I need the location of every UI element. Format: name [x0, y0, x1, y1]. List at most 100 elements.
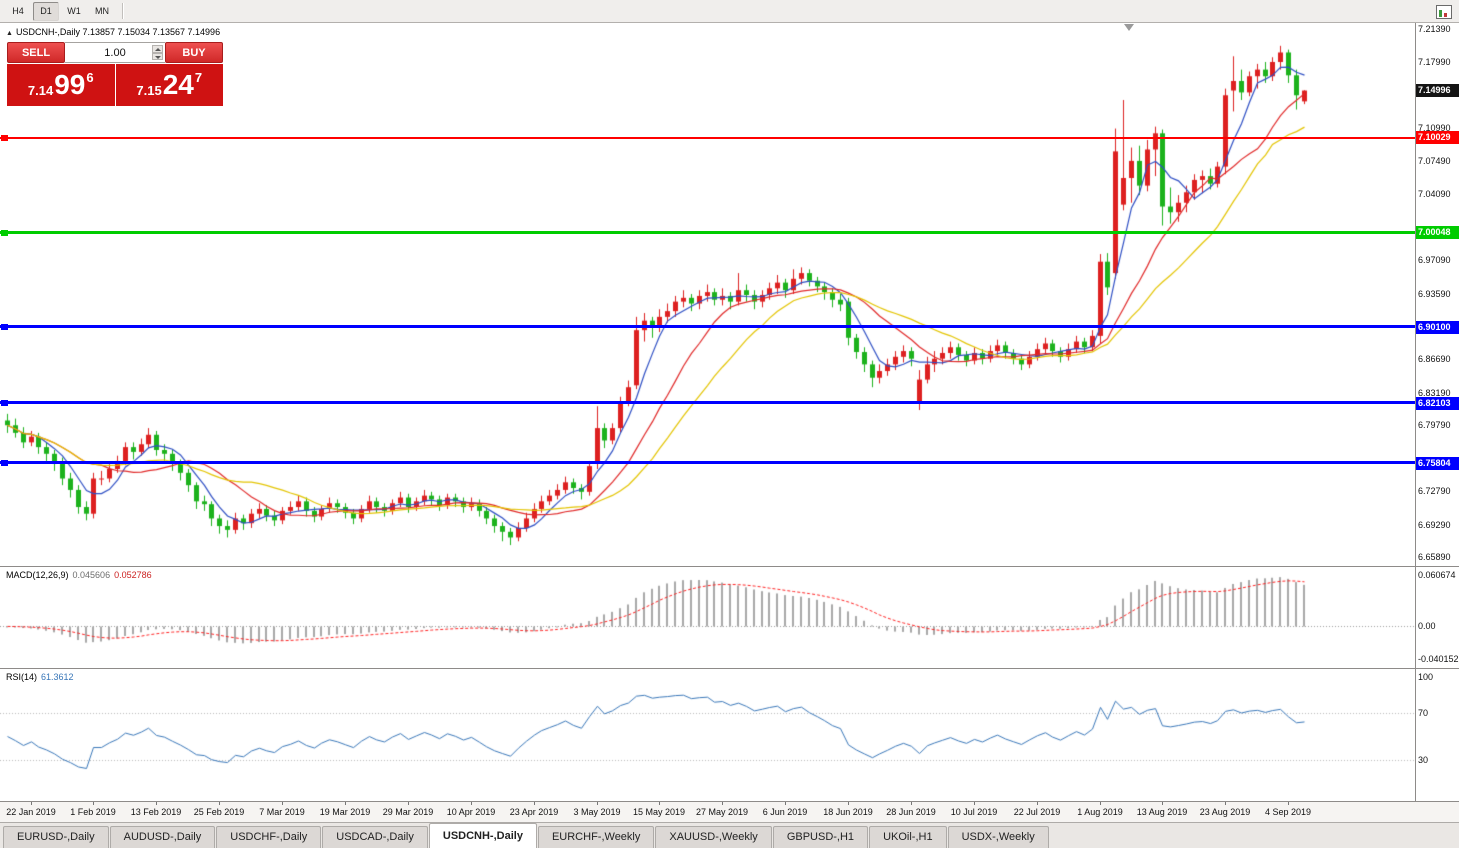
sell-price-display[interactable]: 7.14 99 6: [7, 64, 115, 106]
date-label: 4 Sep 2019: [1264, 807, 1312, 817]
price-tag-6.75804: 6.75804: [1415, 456, 1459, 470]
timeframe-button-mn[interactable]: MN: [95, 5, 109, 16]
buy-price-pips: 24: [162, 69, 194, 100]
macd-value-main: 0.045606: [72, 570, 111, 580]
timeframe-button-h4[interactable]: H4: [12, 5, 24, 16]
chart-title: ▲ USDCNH-,Daily 7.13857 7.15034 7.13567 7…: [6, 27, 220, 37]
main-chart-canvas[interactable]: [0, 23, 1415, 566]
trade-panel-collapse-arrow[interactable]: ▲: [6, 30, 13, 37]
timeframe-button-group: H4 D1 W1 MN: [5, 1, 117, 21]
macd-indicator-canvas[interactable]: [0, 567, 1415, 668]
date-tick: [1288, 802, 1289, 805]
price-axis-label: 6.72790: [1418, 486, 1451, 497]
price-axis-label: 100: [1418, 672, 1434, 683]
date-label: 22 Jul 2019: [1013, 807, 1061, 817]
chart-window-icon[interactable]: [1436, 5, 1452, 19]
price-axis-label: 7.10990: [1418, 123, 1451, 134]
chart-tab-usdcad-daily[interactable]: USDCAD-,Daily: [322, 826, 428, 848]
chart-tab-eurusd-daily[interactable]: EURUSD-,Daily: [3, 826, 109, 848]
price-axis-label: 7.07490: [1418, 156, 1451, 167]
price-axis-label: 7.17990: [1418, 56, 1451, 67]
price-axis-label: 6.93590: [1418, 288, 1451, 299]
date-tick: [31, 802, 32, 805]
rsi-indicator-label: RSI(14) 61.3612: [6, 672, 74, 682]
date-label: 28 Jun 2019: [886, 807, 936, 817]
macd-value-signal: 0.052786: [114, 570, 152, 580]
rsi-indicator-canvas[interactable]: [0, 669, 1415, 801]
price-axis-label: 6.86690: [1418, 354, 1451, 365]
date-tick: [1037, 802, 1038, 805]
price-axis-border: [1415, 23, 1416, 801]
date-label: 22 Jan 2019: [6, 807, 56, 817]
price-tag-6.82103: 6.82103: [1415, 396, 1459, 410]
date-tick: [471, 802, 472, 805]
sell-price-point: 6: [86, 69, 94, 85]
volume-up-button[interactable]: [152, 45, 163, 53]
date-axis[interactable]: 22 Jan 2019 1 Feb 2019 13 Feb 2019 25 Feb 2…: [0, 801, 1459, 822]
toolbar-separator: [122, 3, 123, 19]
price-axis-label: 70: [1418, 707, 1429, 718]
price-axis-label: 6.79790: [1418, 419, 1451, 430]
date-label: 25 Feb 2019: [193, 807, 245, 817]
date-label: 29 Mar 2019: [382, 807, 434, 817]
chart-tab-usdcnh-daily[interactable]: USDCNH-,Daily: [428, 823, 537, 848]
date-label: 19 Mar 2019: [319, 807, 371, 817]
date-tick: [848, 802, 849, 805]
date-tick: [785, 802, 786, 805]
chart-tab-usdchf-daily[interactable]: USDCHF-,Daily: [216, 826, 322, 848]
pane-splitter-rsi[interactable]: [0, 668, 1459, 669]
price-axis-label: 6.83190: [1418, 387, 1451, 398]
date-label: 23 Aug 2019: [1199, 807, 1251, 817]
sell-button[interactable]: SELL: [7, 42, 65, 63]
chart-tab-xauusd-weekly[interactable]: XAUUSD-,Weekly: [655, 826, 772, 848]
rsi-name: RSI(14): [6, 672, 38, 682]
price-axis-label: 7.04090: [1418, 188, 1451, 199]
date-label: 23 Apr 2019: [509, 807, 559, 817]
macd-name: MACD(12,26,9): [6, 570, 69, 580]
date-label: 27 May 2019: [695, 807, 749, 817]
date-tick: [597, 802, 598, 805]
timeframe-button-d1[interactable]: D1: [33, 1, 59, 21]
price-axis-label: 6.69290: [1418, 519, 1451, 530]
date-label: 3 May 2019: [573, 807, 621, 817]
chart-tab-eurchf-weekly[interactable]: EURCHF-,Weekly: [537, 826, 655, 848]
date-tick: [1225, 802, 1226, 805]
price-axis-label: 7.21390: [1418, 24, 1451, 35]
date-label: 13 Feb 2019: [130, 807, 182, 817]
date-tick: [93, 802, 94, 805]
chart-title-text: USDCNH-,Daily 7.13857 7.15034 7.13567 7.…: [15, 27, 221, 37]
price-tag-7.10029: 7.10029: [1415, 131, 1459, 145]
date-tick: [219, 802, 220, 805]
date-tick: [974, 802, 975, 805]
price-tag-6.90100: 6.90100: [1415, 320, 1459, 334]
timeframe-button-w1[interactable]: W1: [67, 5, 81, 16]
date-tick: [282, 802, 283, 805]
buy-price-point: 7: [194, 69, 203, 85]
sell-price-prefix: 7.14: [27, 82, 54, 98]
chart-tab-usdx-weekly[interactable]: USDX-,Weekly: [947, 826, 1049, 848]
volume-input[interactable]: [65, 43, 165, 63]
date-tick: [659, 802, 660, 805]
rsi-value: 61.3612: [41, 672, 74, 682]
price-axis-label: 0.060674: [1418, 570, 1456, 581]
date-label: 1 Aug 2019: [1077, 807, 1123, 817]
price-tag-7.00048: 7.00048: [1415, 226, 1459, 240]
date-tick: [345, 802, 346, 805]
chart-tab-gbpusd-h1[interactable]: GBPUSD-,H1: [772, 826, 869, 848]
date-label: 18 Jun 2019: [823, 807, 873, 817]
date-label: 13 Aug 2019: [1136, 807, 1188, 817]
chart-tab-ukoil-h1[interactable]: UKOil-,H1: [869, 826, 947, 848]
pane-splitter-macd[interactable]: [0, 566, 1459, 567]
chart-tab-audusd-daily[interactable]: AUDUSD-,Daily: [109, 826, 216, 848]
price-axis[interactable]: 7.21390 7.17990 7.10990 7.07490 7.04090 6.970…: [1415, 23, 1459, 801]
buy-price-display[interactable]: 7.15 24 7: [115, 64, 223, 106]
volume-control: [65, 42, 165, 63]
buy-price-prefix: 7.15: [136, 82, 162, 98]
price-axis-label: 30: [1418, 754, 1429, 765]
chart-shift-marker[interactable]: [1124, 24, 1134, 31]
date-label: 10 Apr 2019: [446, 807, 496, 817]
date-tick: [911, 802, 912, 805]
buy-button[interactable]: BUY: [165, 42, 223, 63]
volume-down-button[interactable]: [152, 52, 163, 60]
